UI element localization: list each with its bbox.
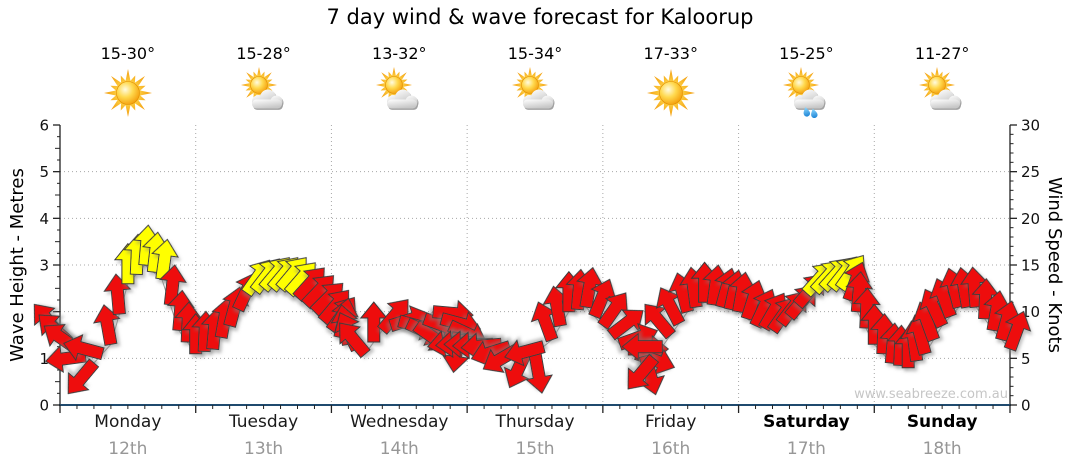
day-label: Monday xyxy=(94,412,162,432)
sun-cloud-rain-icon xyxy=(783,67,826,119)
day-label: Tuesday xyxy=(228,412,299,432)
wind-arrow xyxy=(359,301,388,343)
wind-arrow xyxy=(62,334,105,362)
sunny-icon xyxy=(103,69,152,117)
wind-arrow xyxy=(644,303,677,340)
date-label: 17th xyxy=(786,439,826,459)
date-label: 15th xyxy=(515,439,555,459)
sunny-icon xyxy=(646,69,695,117)
sun-disc xyxy=(928,76,946,94)
left-tick-label: 5 xyxy=(39,163,49,181)
watermark: www.seabreeze.com.au xyxy=(854,387,1008,402)
sun-disc xyxy=(658,81,683,105)
temp-range-label: 15-25° xyxy=(779,44,834,63)
sun-disc xyxy=(249,76,268,94)
weather-icon-cell xyxy=(102,66,154,118)
temp-range-label: 11-27° xyxy=(914,44,970,63)
right-tick-label: 25 xyxy=(1021,163,1040,181)
wind-arrow xyxy=(621,332,663,361)
wind-arrow xyxy=(339,322,371,359)
page-title: 7 day wind & wave forecast for Kaloorup xyxy=(326,5,754,29)
temp-range-label: 15-28° xyxy=(236,44,291,63)
left-tick-label: 0 xyxy=(39,397,49,415)
right-tick-label: 20 xyxy=(1021,210,1040,228)
date-label: 16th xyxy=(651,439,691,459)
date-label: 14th xyxy=(379,439,419,459)
temp-range-label: 17-33° xyxy=(643,44,698,63)
weather-icon-cell xyxy=(645,66,697,118)
wind-arrow xyxy=(1003,310,1032,352)
wind-arrow xyxy=(606,309,644,341)
weather-icon-cell xyxy=(780,66,832,119)
cloud-shape xyxy=(251,89,283,109)
day-label: Saturday xyxy=(763,412,850,432)
rain-drop xyxy=(811,108,818,119)
right-tick-label: 0 xyxy=(1021,397,1031,415)
wind-arrow xyxy=(376,299,409,335)
weather-icon-cell xyxy=(916,66,968,118)
sun-disc xyxy=(521,76,539,94)
left-tick-label: 6 xyxy=(39,117,49,135)
weather-icon-cell xyxy=(509,66,561,118)
date-label: 12th xyxy=(108,439,148,459)
wind-arrow xyxy=(530,301,559,343)
cloud-shape xyxy=(794,89,825,109)
cloud-shape xyxy=(930,89,961,109)
right-tick-label: 30 xyxy=(1021,117,1040,135)
day-label: Wednesday xyxy=(350,412,449,432)
wind-arrow xyxy=(597,292,628,330)
left-tick-label: 3 xyxy=(39,257,49,275)
left-tick-label: 4 xyxy=(39,210,49,228)
wind-arrow xyxy=(588,278,617,320)
day-label: Sunday xyxy=(906,412,978,432)
wind-arrow xyxy=(525,352,553,394)
sun-cloud-icon xyxy=(919,67,962,110)
day-label: Thursday xyxy=(495,412,575,432)
temp-range-label: 15-30° xyxy=(100,44,156,63)
cloud-shape xyxy=(387,89,418,109)
temp-range-label: 15-34° xyxy=(507,44,563,63)
date-label: 18th xyxy=(922,439,962,459)
sun-disc xyxy=(116,81,140,105)
sun-cloud-icon xyxy=(512,67,555,110)
sun-disc xyxy=(385,76,404,94)
sun-cloud-icon xyxy=(240,67,284,110)
weather-icon-cell xyxy=(238,66,290,118)
weather-icon-cell xyxy=(373,66,425,118)
wind-arrow xyxy=(627,353,660,390)
right-tick-label: 15 xyxy=(1021,257,1040,275)
temp-range-label: 13-32° xyxy=(372,44,427,63)
right-tick-label: 5 xyxy=(1021,350,1031,368)
sun-cloud-icon xyxy=(376,67,419,110)
cloud-shape xyxy=(523,89,554,109)
left-tick-label: 1 xyxy=(39,350,49,368)
day-label: Friday xyxy=(644,412,697,432)
wind-arrow xyxy=(504,339,546,367)
wind-arrow xyxy=(67,358,100,395)
rain-drop xyxy=(804,107,811,117)
date-label: 13th xyxy=(244,439,284,459)
sun-disc xyxy=(792,76,811,94)
